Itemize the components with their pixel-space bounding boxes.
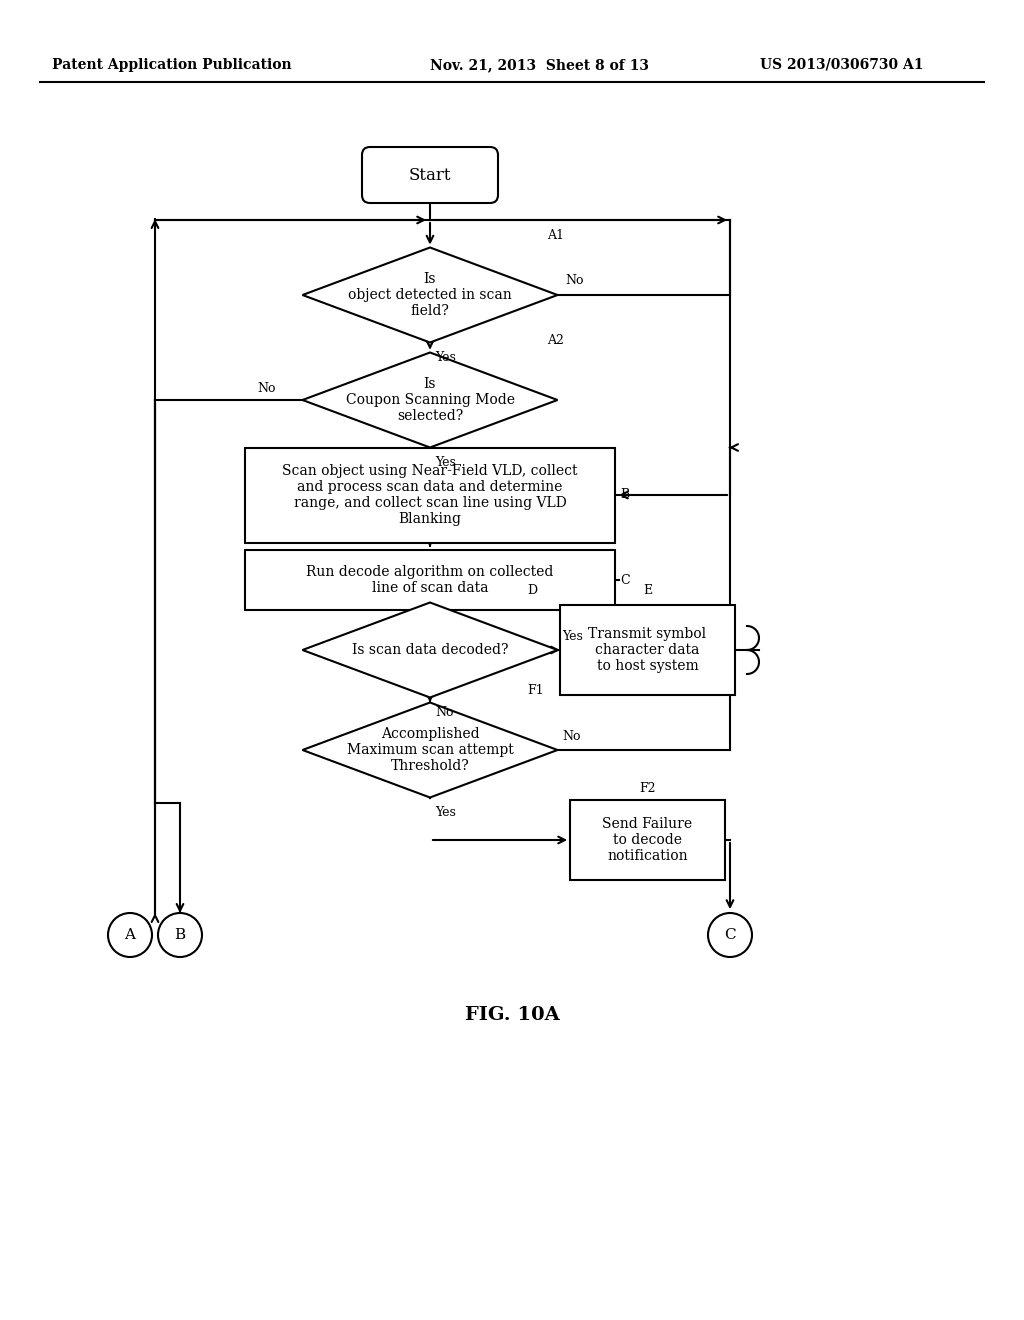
Text: C: C [724, 928, 736, 942]
Text: Yes: Yes [435, 455, 456, 469]
FancyBboxPatch shape [362, 147, 498, 203]
Text: US 2013/0306730 A1: US 2013/0306730 A1 [760, 58, 924, 73]
Bar [570, 800, 725, 880]
Text: Nov. 21, 2013  Sheet 8 of 13: Nov. 21, 2013 Sheet 8 of 13 [430, 58, 649, 73]
Circle shape [108, 913, 152, 957]
Polygon shape [302, 702, 557, 797]
Text: A2: A2 [548, 334, 564, 347]
Text: FIG. 10A: FIG. 10A [465, 1006, 559, 1024]
Text: F2: F2 [639, 781, 655, 795]
Text: Send Failure
to decode
notification: Send Failure to decode notification [602, 817, 692, 863]
Text: Transmit symbol
character data
to host system: Transmit symbol character data to host s… [589, 627, 707, 673]
Text: Start: Start [409, 166, 452, 183]
Text: Accomplished
Maximum scan attempt
Threshold?: Accomplished Maximum scan attempt Thresh… [347, 727, 513, 774]
Polygon shape [302, 602, 557, 697]
Polygon shape [302, 352, 557, 447]
Text: Run decode algorithm on collected
line of scan data: Run decode algorithm on collected line o… [306, 565, 554, 595]
Bar [245, 447, 615, 543]
Circle shape [158, 913, 202, 957]
Text: Is
Coupon Scanning Mode
selected?: Is Coupon Scanning Mode selected? [345, 376, 514, 424]
Text: A1: A1 [548, 228, 564, 242]
Text: No: No [257, 381, 276, 395]
Text: Is scan data decoded?: Is scan data decoded? [352, 643, 508, 657]
Text: Scan object using Near-Field VLD, collect
and process scan data and determine
ra: Scan object using Near-Field VLD, collec… [283, 463, 578, 527]
Text: Yes: Yes [562, 630, 584, 643]
Text: Is
object detected in scan
field?: Is object detected in scan field? [348, 272, 512, 318]
Text: Yes: Yes [435, 351, 456, 364]
Text: No: No [565, 275, 584, 288]
Circle shape [708, 913, 752, 957]
Text: No: No [562, 730, 581, 742]
Text: E: E [643, 583, 652, 597]
Text: F1: F1 [527, 684, 544, 697]
Text: Patent Application Publication: Patent Application Publication [52, 58, 292, 73]
Text: D: D [527, 583, 538, 597]
Bar [245, 550, 615, 610]
Text: C: C [620, 573, 630, 586]
Bar [560, 605, 735, 696]
Text: B: B [174, 928, 185, 942]
Text: A: A [125, 928, 135, 942]
Text: B: B [620, 488, 630, 502]
Polygon shape [302, 248, 557, 342]
Text: No: No [435, 706, 454, 719]
Text: Yes: Yes [435, 807, 456, 818]
